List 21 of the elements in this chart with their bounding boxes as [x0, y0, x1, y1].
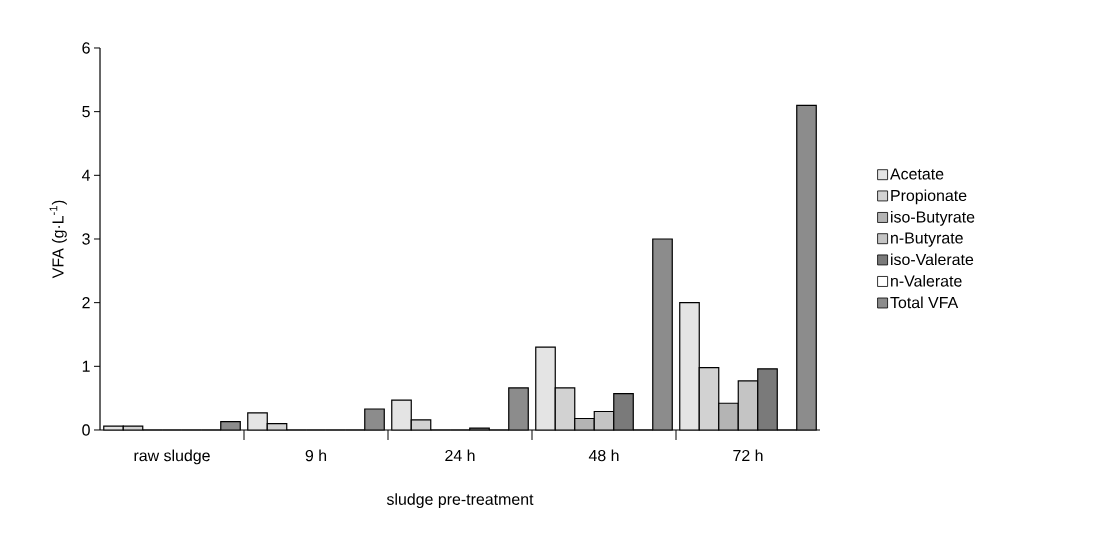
legend-label: n-Butyrate [891, 232, 963, 247]
legend-label: Total VFA [890, 296, 959, 309]
y-tick-label: 5 [82, 106, 90, 118]
legend-label: iso-Valerate [891, 253, 974, 266]
y-tick-label: 0 [82, 424, 90, 436]
legend-label: Acetate [890, 168, 944, 180]
x-tick-label: raw sludge [134, 449, 210, 465]
legend-label: iso-Butyrate [891, 210, 975, 226]
x-tick-label: 72 h [733, 449, 763, 462]
x-axis-title: sludge pre-treatment [386, 493, 534, 509]
x-tick-label: 48 h [588, 449, 619, 462]
y-tick-label: 6 [82, 42, 90, 54]
legend-label: n-Valerate [891, 274, 962, 287]
y-tick-label: 2 [82, 297, 90, 309]
x-tick-label: 24 h [445, 449, 475, 462]
y-tick-label: 1 [82, 360, 90, 372]
legend-label: Propionate [891, 189, 967, 205]
x-tick-label: 9 h [305, 449, 327, 462]
y-tick-label: 3 [82, 233, 90, 245]
y-axis-title: VFA (g·L$^{-1}$) [49, 200, 67, 279]
y-tick-label: 4 [81, 169, 91, 181]
